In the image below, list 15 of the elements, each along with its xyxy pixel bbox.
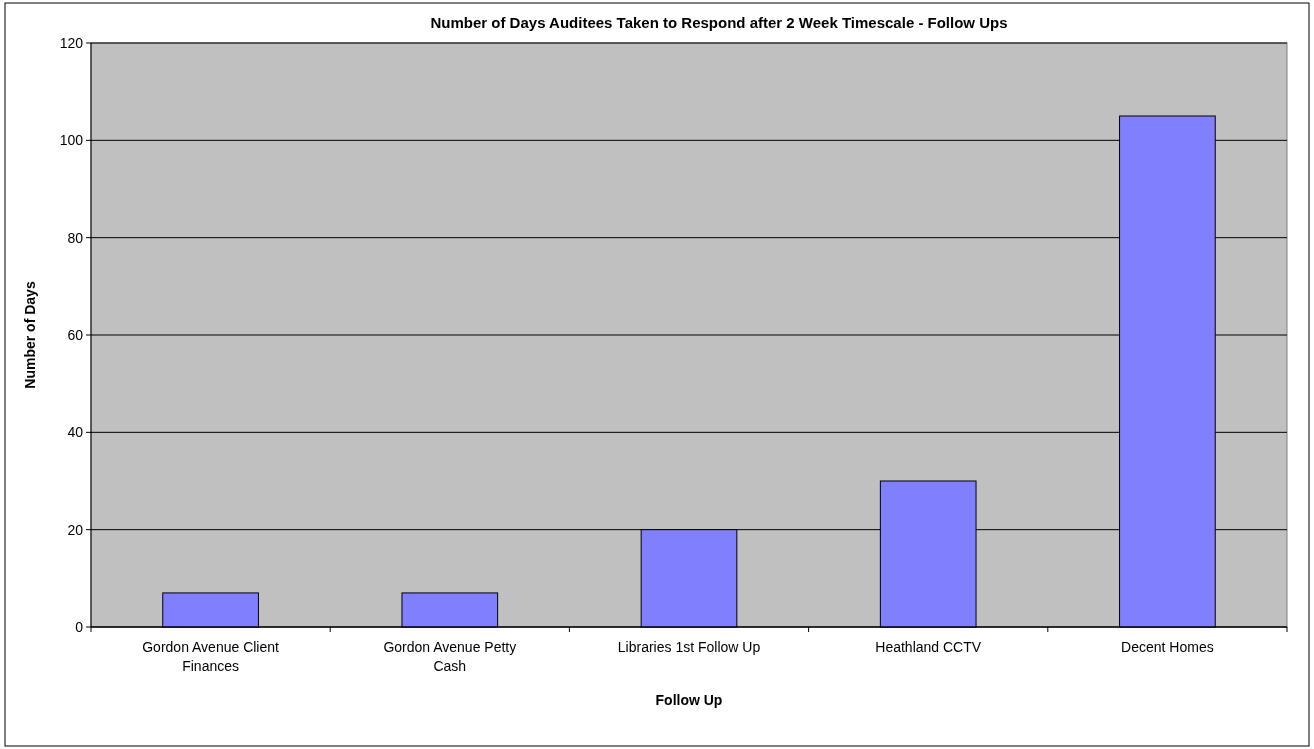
y-axis-title: Number of Days	[22, 281, 38, 389]
x-tick-label: Heathland CCTV	[875, 639, 982, 655]
chart-title: Number of Days Auditees Taken to Respond after 2 Week Timescale - Follow Ups	[430, 14, 1008, 31]
x-tick-label: Gordon Avenue Petty Cash	[383, 639, 517, 674]
y-tick-label: 0	[75, 618, 84, 635]
y-tick-label: 100	[59, 132, 84, 149]
x-tick-label: Libraries 1st Follow Up	[617, 639, 761, 655]
y-tick-label: 40	[67, 424, 84, 441]
y-tick-label: 80	[67, 229, 84, 246]
x-tick-label: Gordon Avenue Client Finances	[142, 639, 280, 674]
y-tick-label: 120	[59, 34, 84, 51]
y-tick-label: 60	[67, 326, 84, 343]
x-tick-label: Decent Homes	[1121, 639, 1214, 655]
y-tick-label: 20	[67, 521, 84, 538]
x-axis-title: Follow Up	[655, 692, 723, 708]
